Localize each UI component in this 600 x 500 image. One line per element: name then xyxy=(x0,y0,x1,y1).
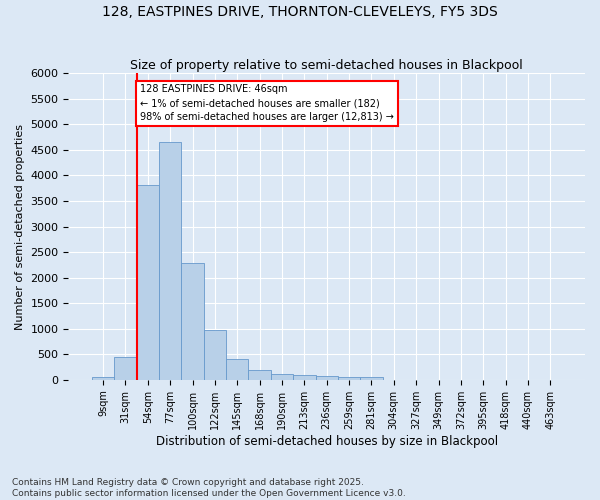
Bar xyxy=(159,142,181,380)
Text: Contains HM Land Registry data © Crown copyright and database right 2025.
Contai: Contains HM Land Registry data © Crown c… xyxy=(12,478,406,498)
Bar xyxy=(338,376,360,380)
Bar xyxy=(92,378,114,380)
Text: 128, EASTPINES DRIVE, THORNTON-CLEVELEYS, FY5 3DS: 128, EASTPINES DRIVE, THORNTON-CLEVELEYS… xyxy=(102,5,498,19)
Bar xyxy=(226,360,248,380)
Bar xyxy=(181,264,204,380)
Title: Size of property relative to semi-detached houses in Blackpool: Size of property relative to semi-detach… xyxy=(130,59,523,72)
Bar xyxy=(360,378,383,380)
Bar xyxy=(114,358,137,380)
Bar xyxy=(316,376,338,380)
Bar xyxy=(271,374,293,380)
Bar xyxy=(137,184,159,380)
Bar xyxy=(293,375,316,380)
Text: 128 EASTPINES DRIVE: 46sqm
← 1% of semi-detached houses are smaller (182)
98% of: 128 EASTPINES DRIVE: 46sqm ← 1% of semi-… xyxy=(140,84,394,122)
Bar xyxy=(204,330,226,380)
Y-axis label: Number of semi-detached properties: Number of semi-detached properties xyxy=(15,124,25,330)
X-axis label: Distribution of semi-detached houses by size in Blackpool: Distribution of semi-detached houses by … xyxy=(155,434,498,448)
Bar xyxy=(248,370,271,380)
